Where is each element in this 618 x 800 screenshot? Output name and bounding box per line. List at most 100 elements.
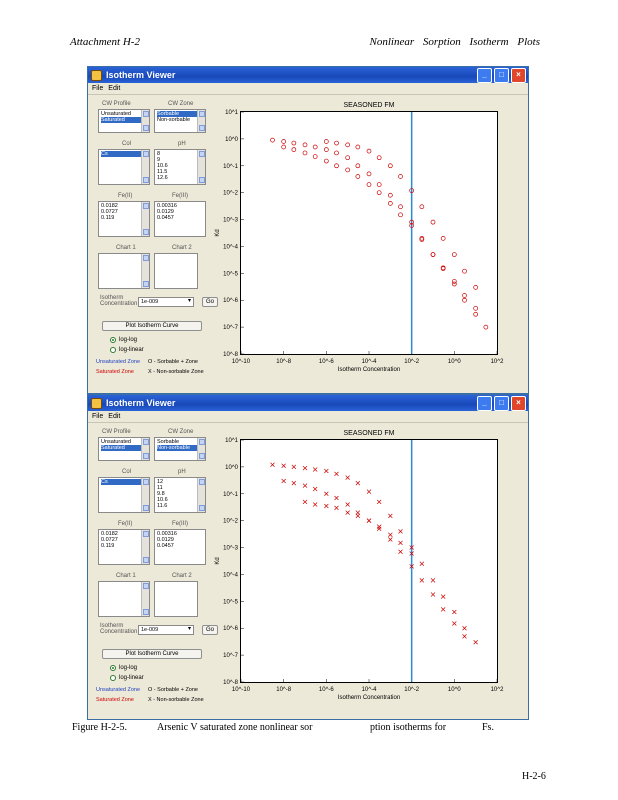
fe-iii-item[interactable]: 0.0129 [157,537,174,543]
cw-zone-list-item[interactable]: Sorbable [157,111,203,117]
chart1-scrollbar[interactable] [141,254,149,288]
menu-item[interactable]: File [92,413,104,420]
log-linear-label: log-linear [119,675,144,681]
cw-zone-list-scrollbar[interactable] [197,110,205,132]
app-icon [91,69,102,81]
data-point [398,204,403,210]
cw-profile-list[interactable]: Unsaturated Saturated [98,109,150,133]
cw-zone-list-item[interactable]: Non-sorbable [157,445,203,451]
fe-iii-list[interactable]: 0.00316 0.0129 0.0457 [154,201,206,237]
radio-dot-icon[interactable] [110,665,116,671]
scale-select[interactable]: 1e-009 ▾ [138,625,194,635]
cw-profile-list[interactable]: Unsaturated Saturated [98,437,150,461]
fe-ii-list[interactable]: 0.0182 0.0727 0.119 [98,201,150,237]
cw-zone-label: CW Zone [168,429,194,435]
fe-ii-list[interactable]: 0.0182 0.0727 0.119 [98,529,150,565]
fe-iii-item[interactable]: 0.0457 [157,543,174,549]
ph-list[interactable]: 8 9 10.6 11.5 12.6 [154,149,206,185]
col-list[interactable]: Cs [98,477,150,513]
fe-ii-scrollbar[interactable] [141,530,149,564]
cw-profile-list-item[interactable]: Unsaturated [101,111,131,117]
menu-item[interactable]: Edit [108,413,121,420]
plot-isotherm-button[interactable]: Plot Isotherm Curve [102,321,202,331]
chevron-down-icon[interactable]: ▾ [187,626,191,632]
chart-title: SEASONED FM [343,430,395,437]
close-button[interactable]: × [511,68,526,83]
col-list-scrollbar[interactable] [141,150,149,184]
log-linear-radio[interactable]: log-linear [110,675,144,681]
cw-zone-list-item[interactable]: Sorbable [157,439,180,445]
maximize-button[interactable]: □ [494,396,509,411]
scale-select[interactable]: 1e-009 ▾ [138,297,194,307]
legend-saturated: Saturated Zone [96,697,134,703]
fe-ii-item[interactable]: 0.0182 [101,203,118,209]
minimize-button[interactable]: _ [477,68,492,83]
ph-list-item[interactable]: 8 [157,151,161,157]
radio-dot-icon[interactable] [110,347,116,353]
chart1-list[interactable] [98,581,150,617]
data-point [419,204,425,210]
ph-list-item[interactable]: 11 [157,485,163,491]
fe-iii-item[interactable]: 0.00316 [157,531,177,537]
cw-profile-list-scrollbar[interactable] [141,110,149,132]
chevron-down-icon[interactable]: ▾ [187,298,191,304]
log-linear-radio[interactable]: log-linear [110,347,144,353]
fe-ii-item[interactable]: 0.0182 [101,531,118,537]
ph-list-item[interactable]: 9.8 [157,491,165,497]
menu-item[interactable]: File [92,85,104,92]
close-button[interactable]: × [511,396,526,411]
col-list[interactable]: Cs [98,149,150,185]
chart1-list[interactable] [98,253,150,289]
col-list-item[interactable]: Cs [101,151,147,157]
header-right: Nonlinear Sorption Isotherm Plots [369,36,540,48]
fe-ii-item[interactable]: 0.119 [101,215,115,221]
cw-profile-list-item[interactable]: Saturated [101,445,147,451]
ph-list-scrollbar[interactable] [197,478,205,512]
minimize-button[interactable]: _ [477,396,492,411]
x-tick-label: 10^0 [448,359,461,365]
cw-profile-list-item[interactable]: Saturated [101,117,147,123]
cw-profile-list-item[interactable]: Unsaturated [101,439,131,445]
ph-list-item[interactable]: 12.6 [157,175,168,181]
go-button[interactable]: Go [202,625,218,635]
ph-list-item[interactable]: 11.5 [157,169,168,175]
plot-isotherm-button[interactable]: Plot Isotherm Curve [102,649,202,659]
data-point [462,634,467,639]
ph-list-item[interactable]: 12 [157,479,164,485]
fe-ii-scrollbar[interactable] [141,202,149,236]
fe-iii-item[interactable]: 0.0457 [157,215,174,221]
go-button[interactable]: Go [202,297,218,307]
chart1-scrollbar[interactable] [141,582,149,616]
fe-iii-item[interactable]: 0.0129 [157,209,174,215]
radio-dot-icon[interactable] [110,337,116,343]
chart2-list[interactable] [154,253,198,289]
ph-list-scrollbar[interactable] [197,150,205,184]
data-point [451,252,457,257]
ph-list-item[interactable]: 10.6 [157,497,168,503]
ph-list-item[interactable]: 10.6 [157,163,168,169]
log-log-radio[interactable]: log-log [110,665,137,671]
cw-zone-list[interactable]: Sorbable Non-sorbable [154,109,206,133]
ph-list-item[interactable]: 11.6 [157,503,168,509]
log-log-radio[interactable]: log-log [110,337,137,343]
cw-profile-list-scrollbar[interactable] [141,438,149,460]
data-point [323,158,329,164]
maximize-button[interactable]: □ [494,68,509,83]
radio-dot-icon[interactable] [110,675,116,681]
col-list-scrollbar[interactable] [141,478,149,512]
legend-sorbable: O - Sorbable + Zone [148,359,198,365]
x-axis-label: Isotherm Concentration [338,695,400,701]
cw-zone-list-item[interactable]: Non-sorbable [157,117,191,123]
fe-iii-list[interactable]: 0.00316 0.0129 0.0457 [154,529,206,565]
cw-zone-list-scrollbar[interactable] [197,438,205,460]
menu-item[interactable]: Edit [108,85,121,92]
fe-ii-item[interactable]: 0.119 [101,543,115,549]
col-list-item[interactable]: Cs [101,479,147,485]
cw-zone-list[interactable]: Sorbable Non-sorbable [154,437,206,461]
fe-iii-item[interactable]: 0.00316 [157,203,177,209]
fe-ii-item[interactable]: 0.0727 [101,209,118,215]
fe-ii-item[interactable]: 0.0727 [101,537,118,543]
ph-list-item[interactable]: 9 [157,157,161,163]
chart2-list[interactable] [154,581,198,617]
ph-list[interactable]: 12 11 9.8 10.6 11.6 [154,477,206,513]
